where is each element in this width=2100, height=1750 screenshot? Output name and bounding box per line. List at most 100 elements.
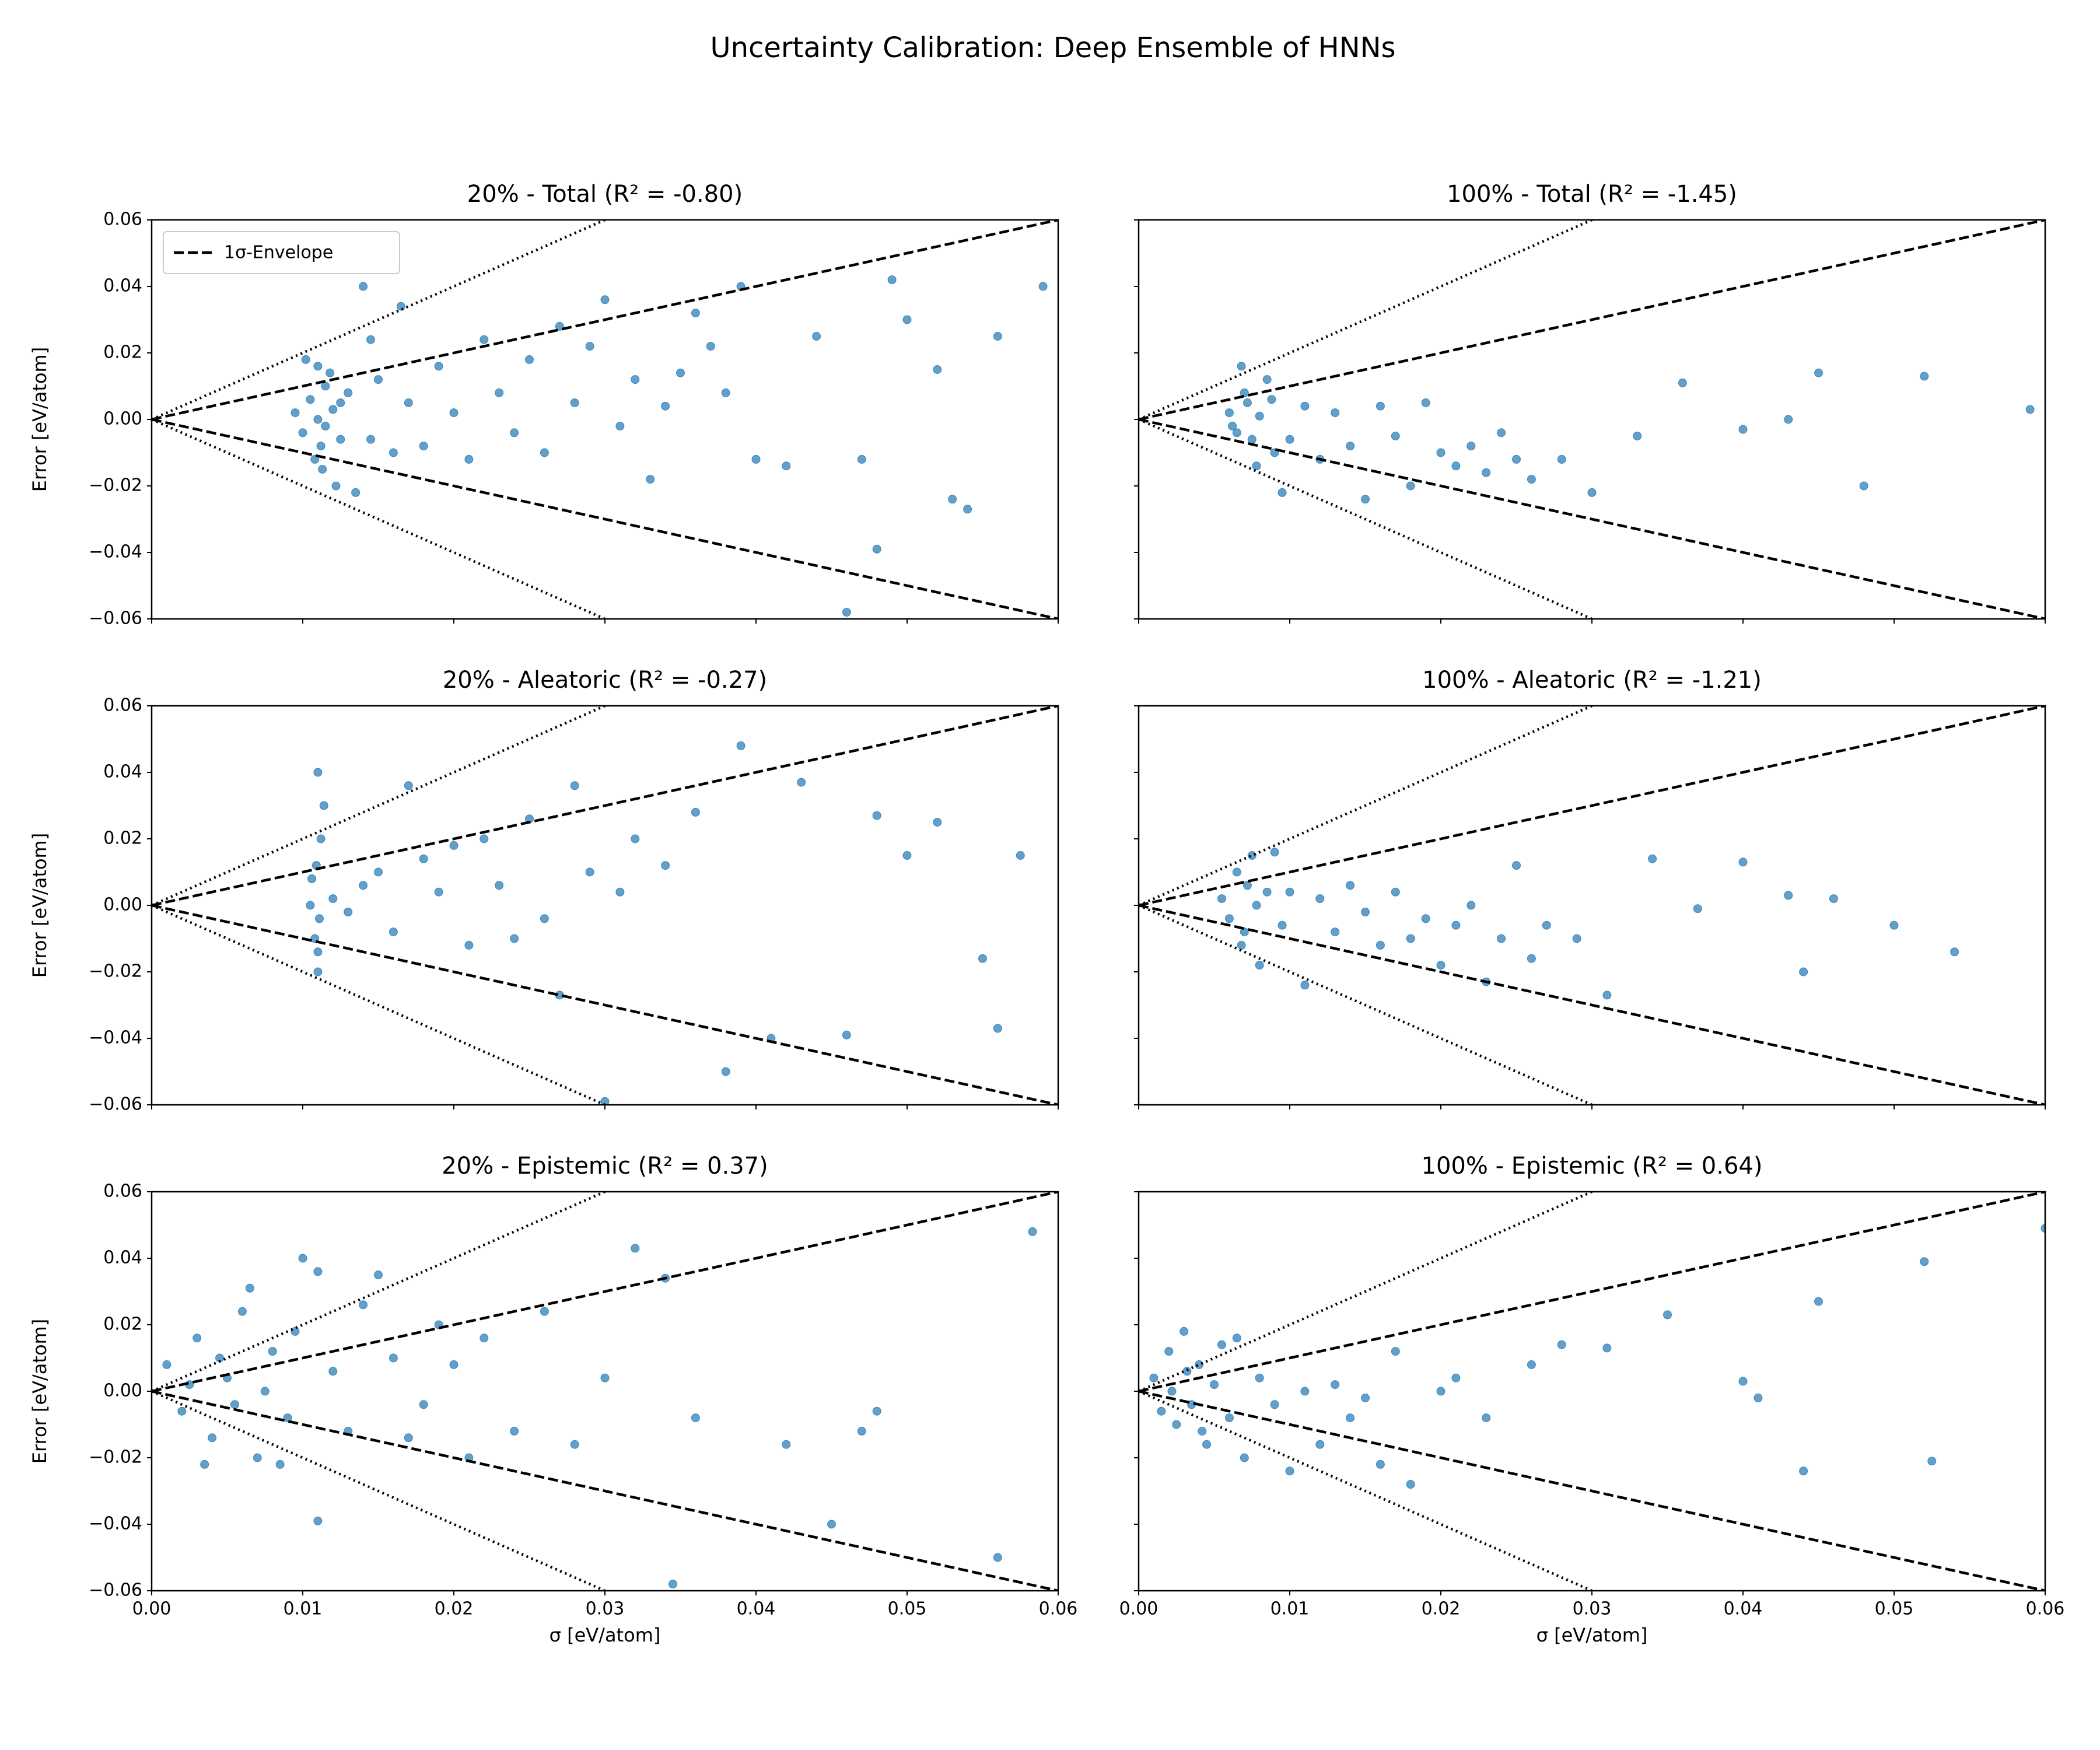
x-tick-label: 0.05 [888,1599,927,1619]
point [200,1460,209,1469]
point [1232,867,1241,877]
point [933,365,942,374]
point [1527,954,1536,963]
point [1497,934,1506,943]
y-tick-label: 0.06 [103,1181,142,1202]
point [1217,1340,1226,1349]
point [1920,1257,1929,1266]
point [1361,495,1370,504]
point [1648,854,1657,863]
x-tick-label: 0.02 [435,1599,474,1619]
y-tick-label: 0.00 [103,409,142,429]
point [162,1360,172,1369]
point [1315,894,1325,904]
point [1421,914,1430,923]
envelope-line [1139,418,2045,619]
point [1228,421,1237,430]
point [1300,1387,1310,1396]
x-tick-label: 0.06 [1039,1599,1078,1619]
point [1527,1360,1536,1369]
point [1376,940,1385,950]
point [782,1440,791,1449]
point [600,1373,610,1382]
envelope-line [152,220,1058,421]
point [374,867,383,877]
envelope-line [1139,904,1592,1105]
point [570,398,579,407]
point [1270,848,1279,857]
point [1542,921,1551,930]
point [661,401,670,411]
point [600,295,610,304]
point [1950,947,1959,957]
point [736,741,746,750]
legend-label: 1σ-Envelope [224,243,333,263]
point [1252,901,1261,910]
point [1331,408,1340,418]
envelope-line [152,418,1058,619]
point [993,1553,1002,1562]
point [404,781,413,790]
point [1331,1380,1340,1390]
y-axis-label: Error [eV/atom] [29,1319,51,1464]
point [245,1283,254,1293]
point [2025,405,2035,414]
subplot-title: 20% - Total (R² = -0.80) [467,181,743,208]
point [1016,851,1025,860]
subplot-title: 100% - Total (R² = -1.45) [1447,181,1737,208]
point [1232,1334,1241,1343]
point [1466,901,1476,910]
point [1198,1426,1207,1436]
x-tick-label: 0.03 [1573,1599,1612,1619]
point [1237,940,1246,950]
point [842,1030,851,1040]
point [510,428,519,438]
subplot: 100% - Epistemic (R² = 0.64) 0.00 0.01 0.02… [1119,1153,2065,1646]
point [1180,1326,1189,1336]
point [275,1460,285,1469]
point [510,1426,519,1436]
point [1242,398,1252,407]
envelope-line [1139,220,1592,421]
point [495,388,504,397]
subplot: 100% - Total (R² = -1.45) [1134,181,2046,624]
x-tick-label: 0.00 [1119,1599,1158,1619]
point [1482,468,1491,477]
point [1224,408,1234,418]
point [314,914,324,923]
point [570,781,579,790]
subplot-title: 100% - Epistemic (R² = 0.64) [1422,1153,1763,1180]
legend-box [163,231,400,274]
point [1172,1420,1181,1429]
point [1920,372,1929,381]
point [1633,432,1642,440]
x-tick-label: 0.06 [2026,1599,2065,1619]
point [1859,481,1868,491]
point [1278,921,1287,930]
subplot-title: 100% - Aleatoric (R² = -1.21) [1422,667,1762,694]
point [290,1326,300,1336]
point [978,954,987,963]
point [328,405,338,414]
point [1738,425,1748,434]
point [1406,481,1415,491]
point [253,1453,262,1462]
y-tick-label: 0.00 [103,895,142,915]
point [646,475,655,484]
point [1285,1466,1294,1476]
point [510,934,519,943]
point [540,448,549,457]
point [902,851,912,860]
point [313,947,323,957]
point [1361,907,1370,916]
envelope-line [1139,1390,2045,1591]
y-tick-label: −0.04 [89,542,142,562]
point [1240,1453,1249,1462]
y-tick-label: −0.02 [89,961,142,982]
axes-frame [1138,219,2046,620]
x-tick-label: 0.01 [284,1599,323,1619]
point [631,1244,640,1253]
point [1255,961,1264,970]
